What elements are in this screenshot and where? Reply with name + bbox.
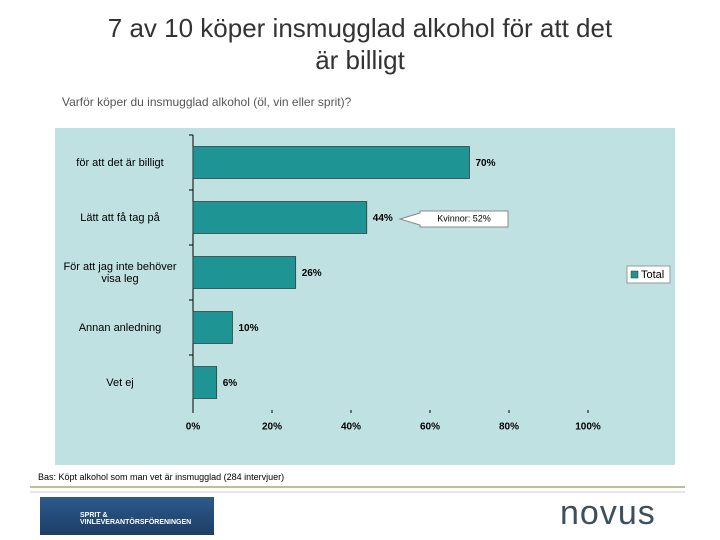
legend: Total [626, 265, 671, 284]
category-label: För att jag inte behöver visa leg [63, 260, 177, 285]
bar [192, 201, 368, 234]
value-label: 26% [302, 268, 322, 279]
chart-background [55, 128, 675, 465]
x-tick-label: 60% [420, 422, 440, 433]
slide-title: 7 av 10 köper insmugglad alkohol för att… [107, 13, 613, 75]
value-label: 10% [239, 323, 259, 334]
logo-text: SPRIT & VINLEVERANTÖRSFÖRENINGEN [80, 512, 192, 526]
legend-label: Total [641, 269, 664, 281]
subtitle: Varför köper du insmugglad alkohol (öl, … [62, 95, 352, 109]
x-tick-label: 40% [341, 422, 361, 433]
annotation-text: Kvinnor: 52% [437, 213, 491, 223]
logo: novus [560, 494, 656, 532]
category-label: för att det är billigt [76, 156, 164, 169]
value-label: 6% [223, 378, 238, 389]
legend-box [626, 265, 671, 284]
x-tick-label: 80% [499, 422, 519, 433]
bar [192, 311, 233, 344]
chart: Kvinnor: 52% Total 0% 20% 40% 60% 80% 100% 70%… [55, 128, 675, 465]
bar [192, 366, 218, 399]
category-label: Vet ej [106, 376, 134, 389]
category-label: Lätt att få tag på [80, 211, 160, 224]
bar [192, 256, 297, 289]
annotation: Kvinnor: 52% [398, 210, 509, 228]
footnote: Bas: Köpt alkohol som man vet är insmugg… [38, 472, 285, 482]
x-tick-label: 0% [186, 422, 201, 433]
callout-box [398, 210, 509, 228]
chart-area: Kvinnor: 52% Total 0% 20% 40% 60% 80% 100% 70%… [55, 128, 675, 465]
value-label: 44% [373, 213, 393, 224]
logo: SPRIT & VINLEVERANTÖRSFÖRENINGEN [40, 497, 214, 535]
legend-swatch [630, 270, 639, 279]
bar [192, 146, 470, 179]
x-tick-label: 20% [262, 422, 282, 433]
category-label: Annan anledning [78, 321, 162, 334]
x-tick-label: 100% [575, 422, 601, 433]
value-label: 70% [476, 158, 496, 169]
